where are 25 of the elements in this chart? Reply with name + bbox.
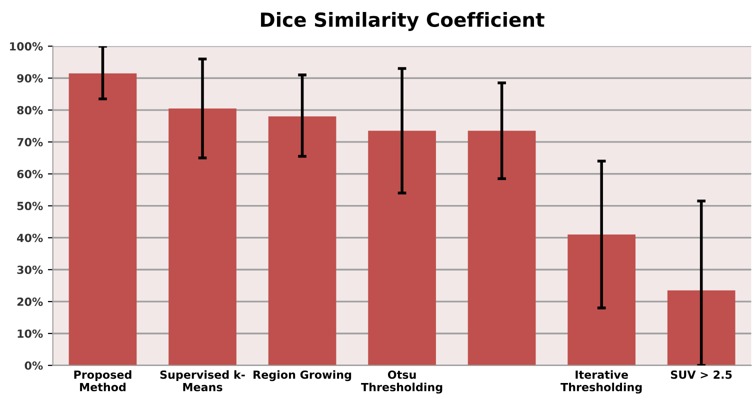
y-tick-label: 100%: [10, 42, 43, 51]
y-tick-label: 10%: [18, 329, 43, 338]
bar: [667, 290, 736, 366]
bar: [368, 130, 436, 366]
x-tick-label: SUV > 2.5: [670, 370, 732, 379]
y-tick-label: 50%: [17, 202, 43, 210]
x-tick-label: Supervised k- Means: [160, 370, 245, 392]
y-tick-label: 40%: [17, 234, 43, 242]
y-tick-label: 30%: [17, 266, 43, 274]
chart-title: Dice Similarity Coefficient: [261, 12, 544, 31]
x-tick-label: Proposed Method: [74, 370, 132, 392]
y-tick-label: 70%: [17, 138, 43, 146]
y-tick-label: 60%: [17, 170, 43, 178]
bar: [568, 234, 636, 366]
x-tick-label: Region Growing: [254, 370, 352, 382]
y-tick-label: 90%: [17, 74, 43, 82]
bar: [168, 108, 236, 366]
bar: [68, 73, 137, 366]
y-tick-label: 80%: [17, 106, 43, 114]
y-tick-label: 20%: [17, 298, 43, 306]
bar: [268, 116, 336, 366]
y-tick-label: 0%: [24, 361, 43, 370]
bar: [468, 130, 536, 366]
x-tick-label: Otsu Thresholding: [361, 370, 442, 394]
x-tick-label: Iterative Thresholding: [560, 370, 642, 394]
